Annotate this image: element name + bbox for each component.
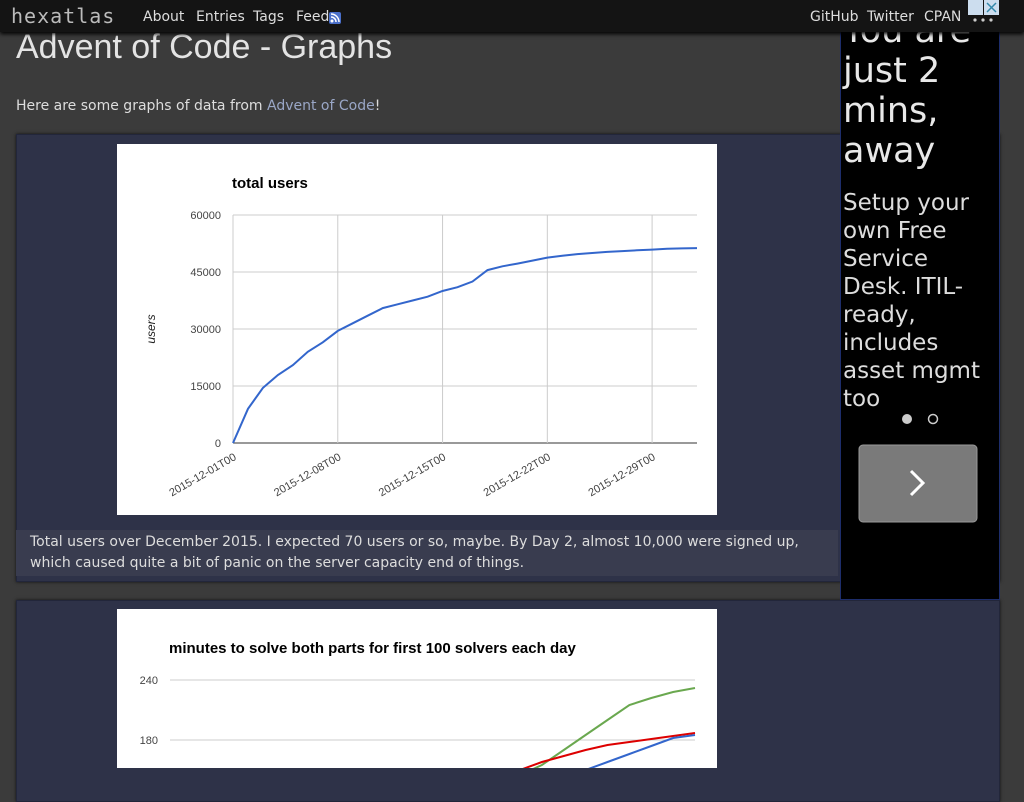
x-tick-label: 2015-12-01T00	[167, 451, 238, 499]
menu-icon[interactable]	[970, 2, 1000, 30]
next-button[interactable]	[858, 444, 980, 524]
nav-link[interactable]: Entries	[196, 9, 245, 25]
y-tick-label: 0	[215, 438, 221, 450]
data-line	[522, 732, 696, 768]
y-tick-label: 30000	[190, 324, 221, 336]
nav-link[interactable]: CPAN	[924, 9, 962, 25]
nav-link[interactable]: GitHub	[810, 9, 859, 25]
carousel-dots[interactable]	[897, 409, 947, 429]
x-tick-label: 2015-12-29T00	[586, 451, 657, 499]
nav-link[interactable]: Twitter	[867, 9, 914, 25]
y-tick-label: 15000	[190, 381, 221, 393]
y-tick-label: 45000	[190, 267, 221, 279]
nav-bar: hexatlas About Entries Tags Feed GitHub …	[0, 0, 1024, 32]
ad-headline: You are just 2 mins, away	[843, 11, 971, 171]
y-tick-label: 60000	[190, 210, 221, 222]
data-line	[588, 734, 696, 768]
intro-text: Here are some graphs of data from	[16, 98, 267, 114]
chart: total users users 0 15000 30000 45000 60000 201…	[117, 144, 717, 515]
y-axis-label: users	[144, 314, 158, 343]
page-title: Advent of Code - Graphs	[16, 28, 393, 66]
rss-icon[interactable]	[329, 12, 341, 24]
data-line	[232, 247, 698, 444]
y-tick-label: 240	[140, 675, 158, 687]
x-tick-label: 2015-12-08T00	[272, 451, 343, 499]
ad-body: Setup your own Free Service Desk. ITIL-r…	[843, 190, 980, 412]
x-tick-label: 2015-12-15T00	[377, 451, 448, 499]
caption: Total users over December 2015. I expect…	[16, 530, 838, 576]
ad-choices[interactable]	[968, 0, 1000, 16]
chart-title: minutes to solve both parts for first 10…	[169, 640, 576, 657]
intro-end: !	[374, 98, 381, 114]
chart-title: total users	[232, 175, 308, 192]
y-tick-label: 180	[140, 735, 158, 747]
nav-link[interactable]: About	[143, 9, 185, 25]
chart: minutes to solve both parts for first 10…	[117, 609, 717, 768]
nav-link[interactable]: Tags	[253, 9, 284, 25]
data-line	[532, 687, 696, 768]
nav-link[interactable]: Feed	[296, 9, 330, 25]
intro: Here are some graphs of data from Advent…	[16, 98, 380, 114]
x-tick-label: 2015-12-22T00	[482, 451, 553, 499]
logo[interactable]: hexatlas	[11, 4, 116, 28]
link[interactable]: Advent of Code	[267, 98, 375, 114]
ad[interactable]: You are just 2 mins, away Setup your own…	[840, 0, 1000, 600]
